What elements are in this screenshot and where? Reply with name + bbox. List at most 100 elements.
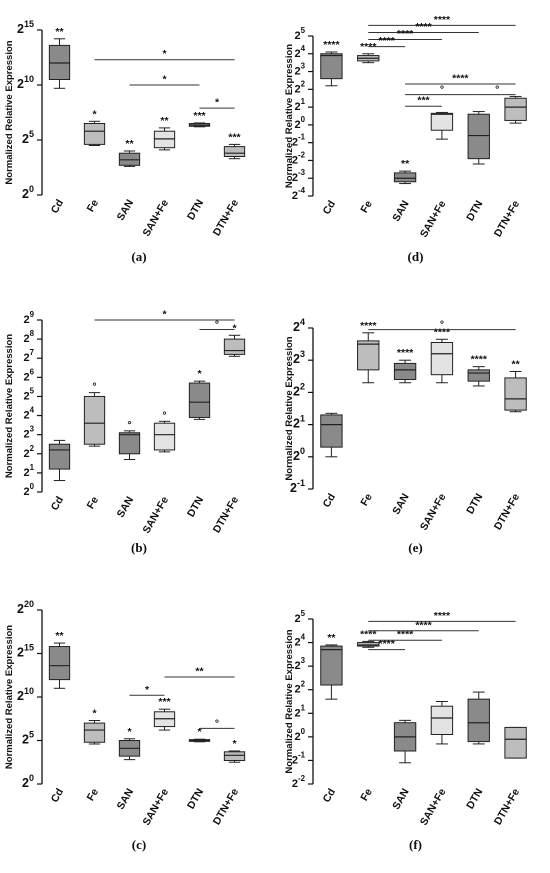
y-tick-label: 21 xyxy=(293,414,305,431)
box-body xyxy=(48,646,71,681)
box-body xyxy=(83,395,106,445)
box-body xyxy=(223,338,246,355)
box-SAN+Fe: **** xyxy=(430,326,454,384)
box-body xyxy=(83,123,106,145)
box-Cd: **** xyxy=(320,39,343,87)
y-tick-label: 25 xyxy=(294,609,305,625)
box-Cd xyxy=(48,439,71,482)
box-body xyxy=(504,97,527,121)
box-significance-label: **** xyxy=(360,320,377,332)
y-tick-label: 25 xyxy=(23,386,34,402)
y-tick-label: 20 xyxy=(294,727,305,743)
category-label: Fe xyxy=(358,786,375,803)
bracket-significance-label: **** xyxy=(452,73,469,85)
box-body xyxy=(430,341,454,376)
box-significance-label: ° xyxy=(127,419,131,431)
panel-letter: (e) xyxy=(408,540,422,555)
bracket-significance-label: **** xyxy=(397,28,414,40)
y-tick-label: 25 xyxy=(22,129,34,146)
panel-letter: (b) xyxy=(131,540,147,555)
panel-letter: (c) xyxy=(132,837,146,852)
bracket-significance-label: ° xyxy=(215,717,219,729)
bracket-significance-label: * xyxy=(162,74,167,86)
box-body xyxy=(223,751,246,762)
bracket-significance-label: ** xyxy=(195,665,204,677)
box-significance-label: ** xyxy=(160,115,169,127)
y-tick-label: 21 xyxy=(294,97,305,113)
box-significance-label: * xyxy=(232,322,237,334)
box-DTN: * xyxy=(188,726,211,743)
box-Fe: **** xyxy=(357,320,380,384)
box-SAN+Fe: *** xyxy=(153,696,176,731)
box-body xyxy=(188,382,211,418)
box-SAN+Fe: ** xyxy=(153,115,176,151)
box-body xyxy=(430,112,454,131)
box-body xyxy=(504,726,527,759)
box-body xyxy=(83,722,106,743)
y-axis-label: Normalized Relative Expression xyxy=(4,625,15,769)
box-significance-label: * xyxy=(92,707,97,719)
box-Cd: ** xyxy=(48,630,71,689)
y-tick-label: 29 xyxy=(23,310,34,326)
box-SAN: **** xyxy=(393,347,417,384)
box-DTN+Fe: * xyxy=(223,322,246,357)
box-significance-label: ** xyxy=(511,358,520,370)
box-significance-label: ° xyxy=(162,409,166,421)
box-Cd xyxy=(320,412,343,458)
bracket-significance-label: **** xyxy=(378,638,395,650)
box-body xyxy=(430,705,454,736)
box-DTN: **** xyxy=(467,354,490,387)
y-tick-label: 20 xyxy=(22,184,34,201)
y-axis-label: Normalized Relative Expression xyxy=(284,336,295,480)
box-Cd: ** xyxy=(48,26,71,89)
box-DTN xyxy=(467,691,490,745)
box-SAN+Fe xyxy=(430,111,454,140)
category-label: Fe xyxy=(85,197,102,214)
y-tick-label: 22 xyxy=(23,444,34,460)
box-body xyxy=(320,645,343,686)
category-label: Fe xyxy=(85,786,102,803)
bracket-significance-label: * xyxy=(145,684,150,696)
y-tick-label: 24 xyxy=(294,44,305,60)
y-tick-label: 20 xyxy=(22,773,34,790)
y-tick-label: 25 xyxy=(294,26,305,42)
box-significance-label: **** xyxy=(360,628,377,640)
box-SAN: ° xyxy=(118,419,141,461)
box-body xyxy=(393,172,417,183)
box-DTN: *** xyxy=(188,110,211,128)
panel-letter: (d) xyxy=(408,249,424,264)
y-tick-label: 28 xyxy=(23,329,34,345)
box-significance-label: * xyxy=(232,738,237,750)
bracket-significance-label: ° xyxy=(495,84,499,96)
box-significance-label: ** xyxy=(327,632,336,644)
box-DTN+Fe: *** xyxy=(223,131,246,160)
y-axis-label: Normalized Relative Expression xyxy=(284,44,295,188)
category-label: Fe xyxy=(358,198,375,215)
box-significance-label: ** xyxy=(55,26,64,38)
bracket-significance-label: **** xyxy=(378,35,395,47)
y-tick-label: 24 xyxy=(294,633,305,649)
y-tick-label: 20 xyxy=(23,482,34,498)
box-significance-label: * xyxy=(92,108,97,120)
bracket-significance-label: * xyxy=(215,97,220,109)
y-tick-label: 21 xyxy=(294,703,305,719)
bracket-significance-label: ° xyxy=(215,319,219,331)
panel-letter: (a) xyxy=(131,249,146,264)
box-DTN xyxy=(467,111,490,165)
box-body xyxy=(467,698,490,743)
box-significance-label: * xyxy=(197,368,202,380)
bracket-significance-label: **** xyxy=(397,629,414,641)
box-Fe: * xyxy=(83,108,106,146)
y-tick-label: 24 xyxy=(293,317,305,334)
box-SAN: ** xyxy=(118,138,141,167)
y-tick-label: 27 xyxy=(23,348,34,364)
box-body xyxy=(467,113,490,160)
bracket-significance-label: * xyxy=(162,48,167,60)
box-significance-label: **** xyxy=(471,354,488,366)
box-significance-label: *** xyxy=(193,110,206,122)
y-axis-label: Normalized Relative Expression xyxy=(284,629,295,773)
box-SAN: ** xyxy=(393,158,417,185)
box-significance-label: *** xyxy=(228,131,241,143)
